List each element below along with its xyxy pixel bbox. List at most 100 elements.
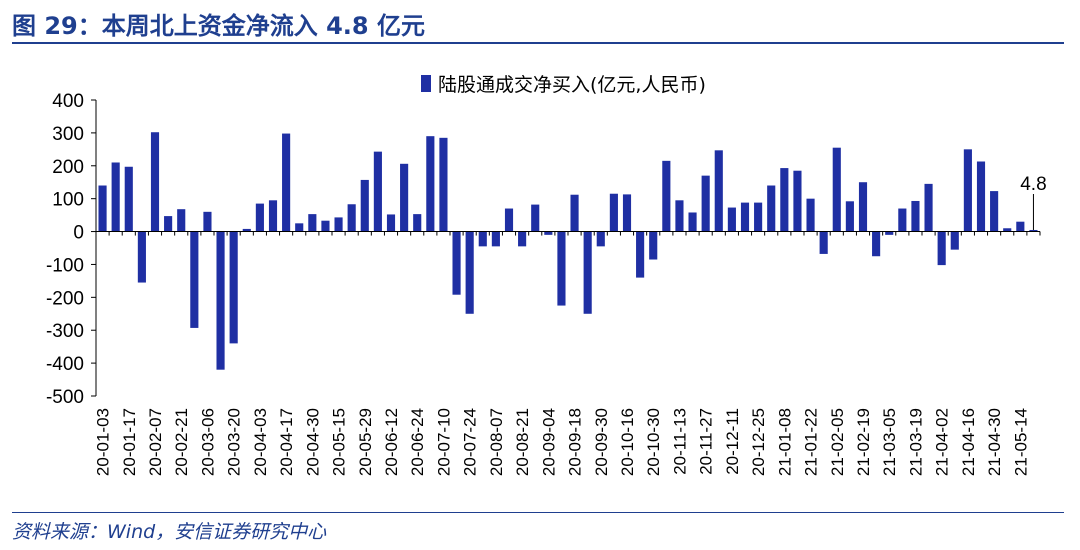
bar <box>662 160 671 232</box>
bar <box>924 183 933 232</box>
x-tick-label: 20-09-04 <box>539 408 558 476</box>
x-tick-label: 21-03-19 <box>906 408 925 476</box>
bar <box>780 168 789 232</box>
x-tick-label: 21-01-22 <box>802 408 821 476</box>
annotation-label: 4.8 <box>1020 174 1046 195</box>
bar <box>911 200 920 232</box>
bar <box>845 201 854 232</box>
bar <box>688 212 697 232</box>
bar <box>963 149 972 232</box>
bar <box>400 163 409 232</box>
bar <box>531 204 540 232</box>
x-tick-label: 21-05-14 <box>1011 408 1030 476</box>
bar <box>413 214 422 232</box>
x-tick-label: 20-08-07 <box>487 408 506 476</box>
x-tick-label: 20-07-10 <box>434 408 453 476</box>
x-tick-label: 21-04-30 <box>985 408 1004 476</box>
x-tick-label: 20-02-21 <box>172 408 191 476</box>
x-tick-label: 21-03-05 <box>880 408 899 476</box>
x-tick-label: 20-02-07 <box>146 408 165 476</box>
bar <box>150 132 160 232</box>
bar <box>491 231 500 247</box>
bar <box>596 231 605 247</box>
bar <box>190 231 199 328</box>
bar <box>622 194 632 232</box>
x-tick-label: 20-12-11 <box>723 408 742 475</box>
bar <box>1016 221 1025 232</box>
x-tick-label: 20-06-12 <box>382 408 401 476</box>
x-tick-label: 21-02-19 <box>854 408 873 476</box>
bar <box>767 185 776 232</box>
y-tick-label: -100 <box>46 255 84 276</box>
bar <box>177 209 186 232</box>
y-tick-label: -300 <box>46 321 84 342</box>
bar <box>1029 229 1038 232</box>
bar <box>976 161 986 232</box>
legend-swatch <box>421 75 431 92</box>
bar <box>360 179 369 232</box>
bar <box>557 231 566 306</box>
x-axis: 20-01-03 20-01-17 20-02-07 20-02-21 20-03-06… <box>94 231 1041 476</box>
bar <box>295 223 304 232</box>
bar <box>229 231 238 344</box>
title-divider <box>12 42 1064 44</box>
x-tick-label: 21-02-05 <box>828 408 847 476</box>
bar <box>137 231 146 283</box>
y-tick-label: -500 <box>46 387 84 408</box>
bar <box>806 198 815 232</box>
bar <box>216 231 225 370</box>
x-tick-label: 21-04-16 <box>959 408 978 476</box>
value-annotation: 4.8 <box>1020 174 1047 230</box>
bar <box>426 136 435 232</box>
x-tick-label: 21-01-08 <box>775 408 794 476</box>
x-tick-label: 20-11-27 <box>697 408 716 475</box>
bars <box>98 132 1038 370</box>
y-tick-label: -200 <box>46 288 84 309</box>
bar <box>819 231 828 254</box>
x-tick-label: 20-08-21 <box>513 408 532 476</box>
bar <box>347 204 356 232</box>
legend-label: 陆股通成交净买入(亿元,人民币) <box>438 74 706 96</box>
x-tick-label: 20-09-30 <box>592 408 611 476</box>
bar <box>701 175 710 232</box>
y-axis: 400 300 200 100 0 -100 -200 -300 -400 -500 <box>46 91 97 408</box>
bar <box>242 228 251 232</box>
bar <box>609 193 618 232</box>
bar <box>308 214 317 232</box>
x-tick-label: 20-05-29 <box>356 408 375 476</box>
bar <box>255 203 264 232</box>
x-tick-label: 20-09-18 <box>566 408 585 476</box>
bar <box>727 207 736 232</box>
y-tick-label: 200 <box>52 157 84 178</box>
bar <box>583 231 592 314</box>
x-tick-label: 20-01-17 <box>120 408 139 476</box>
y-tick-label: 0 <box>73 223 84 244</box>
bar <box>990 191 999 232</box>
x-tick-label: 20-10-30 <box>644 408 663 476</box>
x-tick-label: 20-03-20 <box>225 408 244 476</box>
source-note: 资料来源：Wind，安信证券研究中心 <box>12 521 327 543</box>
x-tick-label: 20-03-06 <box>198 408 217 476</box>
x-tick-label: 20-11-13 <box>670 408 689 475</box>
bar <box>636 231 645 278</box>
y-tick-label: 300 <box>52 124 84 145</box>
bar <box>858 182 868 232</box>
chart-title: 图 29：本周北上资金净流入 4.8 亿元 <box>12 12 425 40</box>
bar <box>714 150 723 232</box>
bar <box>373 151 382 232</box>
bar <box>478 231 487 247</box>
x-tick-label: 20-07-24 <box>461 408 480 476</box>
x-tick-label: 20-04-17 <box>277 408 296 476</box>
bar <box>386 214 396 232</box>
bar <box>872 231 881 257</box>
bar <box>832 147 841 232</box>
x-tick-label: 20-04-30 <box>303 408 322 476</box>
bar <box>950 231 959 250</box>
bar <box>885 231 894 235</box>
bar <box>740 202 750 232</box>
bar <box>465 231 474 314</box>
bar <box>124 166 133 232</box>
x-tick-label: 20-04-03 <box>251 408 270 476</box>
x-tick-label: 20-01-03 <box>94 408 113 476</box>
bar <box>518 231 527 247</box>
